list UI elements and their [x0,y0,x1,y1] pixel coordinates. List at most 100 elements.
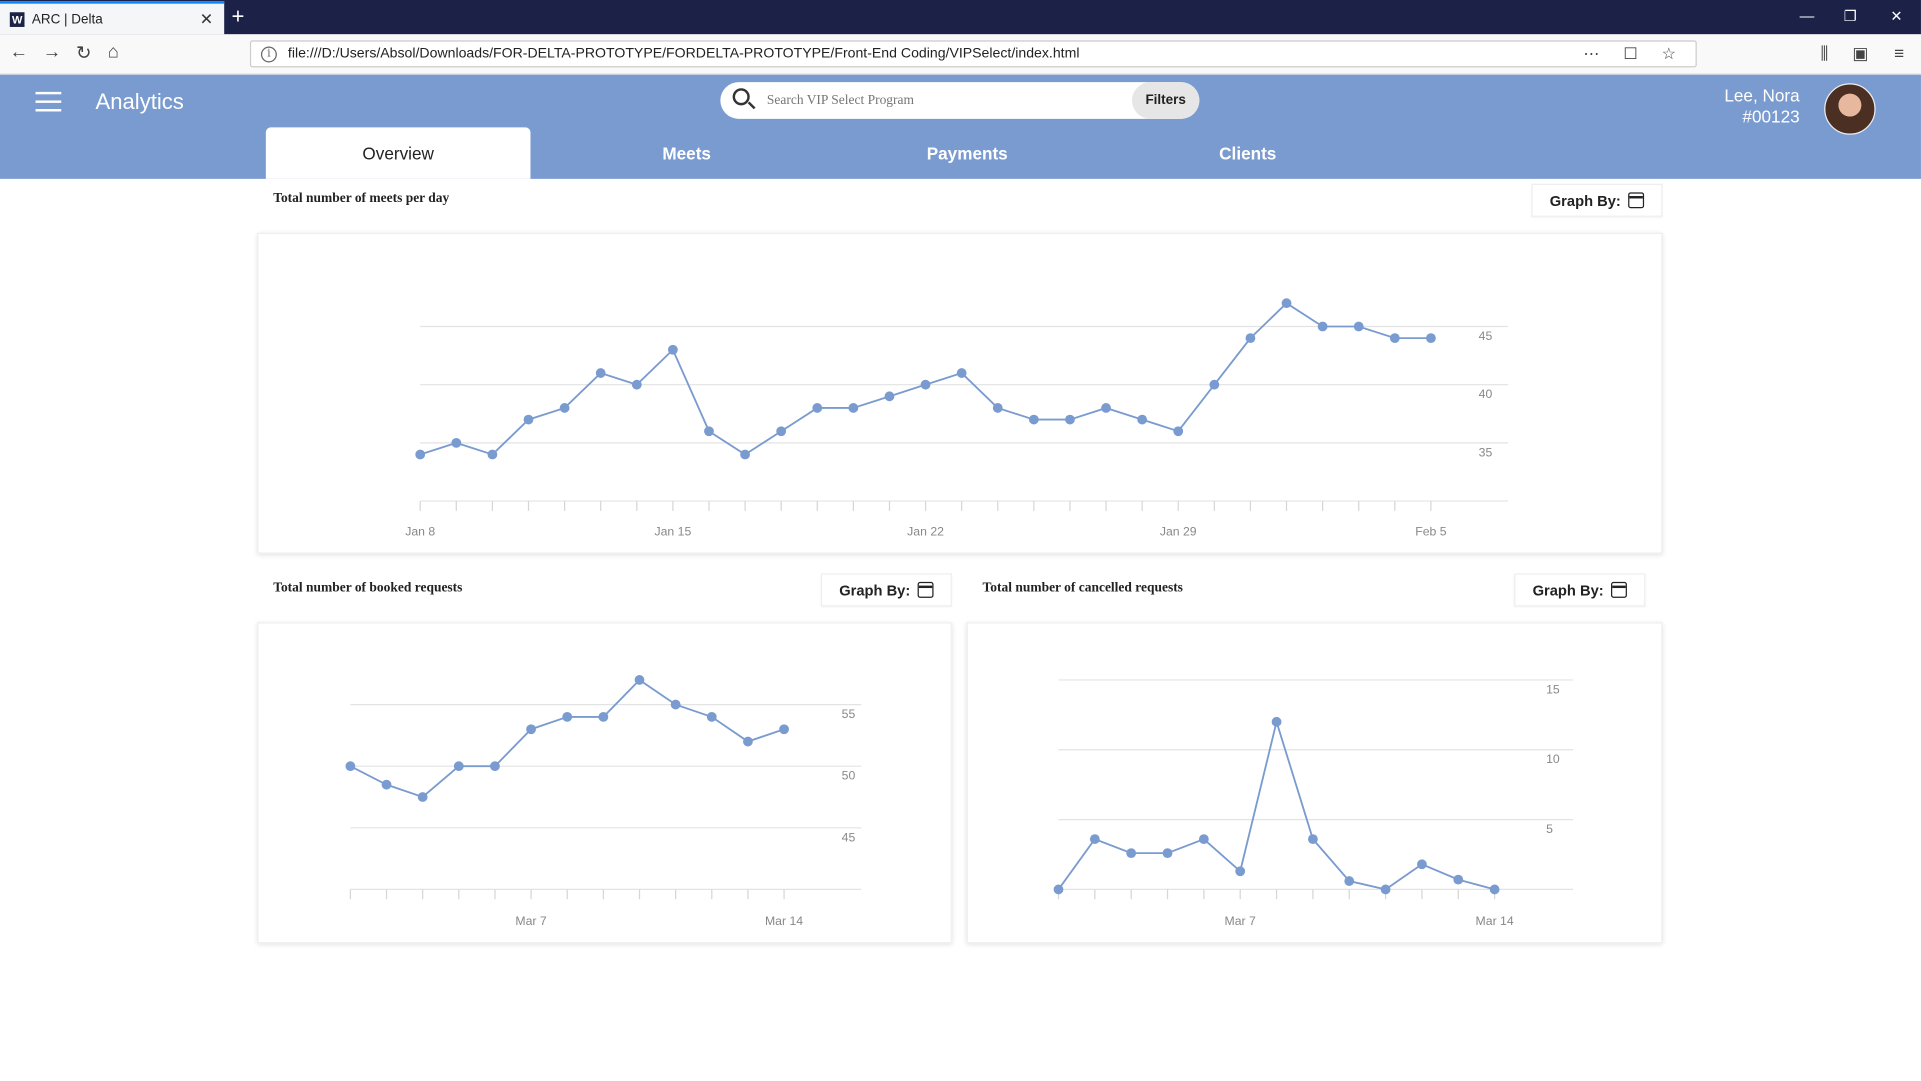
data-point[interactable] [704,426,714,437]
data-point[interactable] [1426,333,1436,344]
hamburger-menu-icon[interactable] [35,91,62,112]
calendar-icon [1611,581,1627,598]
data-point[interactable] [706,711,717,722]
data-point[interactable] [417,792,428,802]
tab-payments[interactable]: Payments [926,143,1008,163]
data-point[interactable] [743,736,753,747]
meets-line-chart: 35 40 45 Jan 8 Jan 15 Jan 22 Jan 29 Feb 5 [405,298,1509,538]
avatar[interactable] [1824,83,1876,135]
graph-by-button-booked[interactable]: Graph By: [820,573,952,607]
data-point[interactable] [523,414,534,425]
data-point[interactable] [415,449,426,460]
search-icon[interactable] [732,88,758,113]
site-info-icon[interactable]: i [260,45,277,62]
data-point[interactable] [598,711,609,722]
series-line [1057,718,1495,891]
data-point[interactable] [779,724,789,735]
data-point[interactable] [631,379,642,390]
data-point[interactable] [1271,716,1282,727]
x-tick-label: Feb 5 [1415,524,1447,538]
y-tick-label: 45 [842,830,856,844]
data-point[interactable] [1173,426,1184,437]
search-bar[interactable]: Filters [720,82,1200,119]
data-point[interactable] [345,761,356,772]
data-point[interactable] [670,699,681,710]
data-point[interactable] [740,449,750,460]
data-point[interactable] [487,449,498,460]
graph-by-button-cancelled[interactable]: Graph By: [1514,573,1646,607]
browser-tab[interactable]: W ARC | Delta ✕ [0,1,225,35]
page-actions-icon[interactable]: ⋯ ☐ ☆ [1583,44,1686,63]
data-point[interactable] [1307,834,1318,845]
tab-clients[interactable]: Clients [1219,143,1277,163]
data-point[interactable] [920,379,931,390]
sidebar-toggle-icon[interactable]: ▣ [1852,42,1869,63]
data-point[interactable] [848,403,859,413]
forward-icon[interactable]: → [42,41,62,63]
data-point[interactable] [1101,403,1111,413]
data-point[interactable] [562,711,573,722]
y-tick-label: 5 [1546,822,1553,836]
data-point[interactable] [1353,321,1364,332]
reload-icon[interactable]: ↻ [75,42,92,64]
data-point[interactable] [1198,834,1209,845]
search-input[interactable] [766,93,1123,108]
data-point[interactable] [451,437,462,448]
x-tick-label: Mar 14 [765,914,803,928]
data-point[interactable] [490,761,500,772]
data-point[interactable] [1209,379,1220,390]
data-point[interactable] [956,368,967,378]
library-icon[interactable]: ⫼ [1820,42,1829,63]
calendar-icon [917,581,934,598]
graph-by-button[interactable]: Graph By: [1531,183,1663,217]
data-point[interactable] [776,426,787,437]
data-point[interactable] [559,403,570,413]
minimize-icon[interactable]: — [1799,7,1815,25]
booked-chart-card: 45 50 55 Mar 7 Mar 14 [257,622,952,944]
data-point[interactable] [1162,848,1173,859]
restore-icon[interactable]: ❐ [1843,7,1857,25]
new-tab-icon[interactable]: + [231,3,245,29]
data-point[interactable] [1245,333,1256,344]
series-line [349,678,785,799]
data-point[interactable] [1453,874,1464,885]
menu-icon[interactable]: ≡ [1894,42,1905,63]
data-point[interactable] [1126,848,1137,859]
data-point[interactable] [1389,333,1400,344]
data-point[interactable] [1053,884,1064,895]
data-point[interactable] [1380,884,1391,895]
tab-meets[interactable]: Meets [662,143,711,163]
data-point[interactable] [1028,414,1039,425]
back-icon[interactable]: ← [9,41,29,63]
url-bar[interactable]: i file:///D:/Users/Absol/Downloads/FOR-D… [249,40,1697,68]
data-point[interactable] [1235,866,1246,877]
data-point[interactable] [526,724,536,735]
data-point[interactable] [1065,414,1075,425]
graph-by-label: Graph By: [1532,581,1604,599]
data-point[interactable] [1417,859,1427,870]
booked-line-chart: 45 50 55 Mar 7 Mar 14 [345,675,862,928]
filters-button[interactable]: Filters [1131,82,1200,119]
data-point[interactable] [1137,414,1148,425]
data-point[interactable] [1317,321,1328,332]
data-point[interactable] [1344,876,1355,886]
url-text[interactable]: file:///D:/Users/Absol/Downloads/FOR-DEL… [287,46,1080,62]
data-point[interactable] [453,761,464,772]
data-point[interactable] [992,403,1003,413]
user-info: Lee, Nora #00123 [1724,86,1799,128]
close-tab-icon[interactable]: ✕ [199,9,214,29]
data-point[interactable] [595,368,606,378]
data-point[interactable] [1281,298,1292,309]
data-point[interactable] [381,779,392,790]
data-point[interactable] [1489,884,1500,895]
home-icon[interactable]: ⌂ [107,41,119,63]
close-window-icon[interactable]: ✕ [1890,7,1903,25]
favicon-icon: W [9,11,25,27]
data-point[interactable] [634,675,645,685]
data-point[interactable] [667,344,678,355]
data-point[interactable] [884,391,895,402]
data-point[interactable] [1089,834,1100,845]
tab-overview[interactable]: Overview [265,127,531,179]
data-point[interactable] [812,403,823,413]
meets-chart-card: 35 40 45 Jan 8 Jan 15 Jan 22 Jan 29 Feb 5 [257,232,1663,554]
